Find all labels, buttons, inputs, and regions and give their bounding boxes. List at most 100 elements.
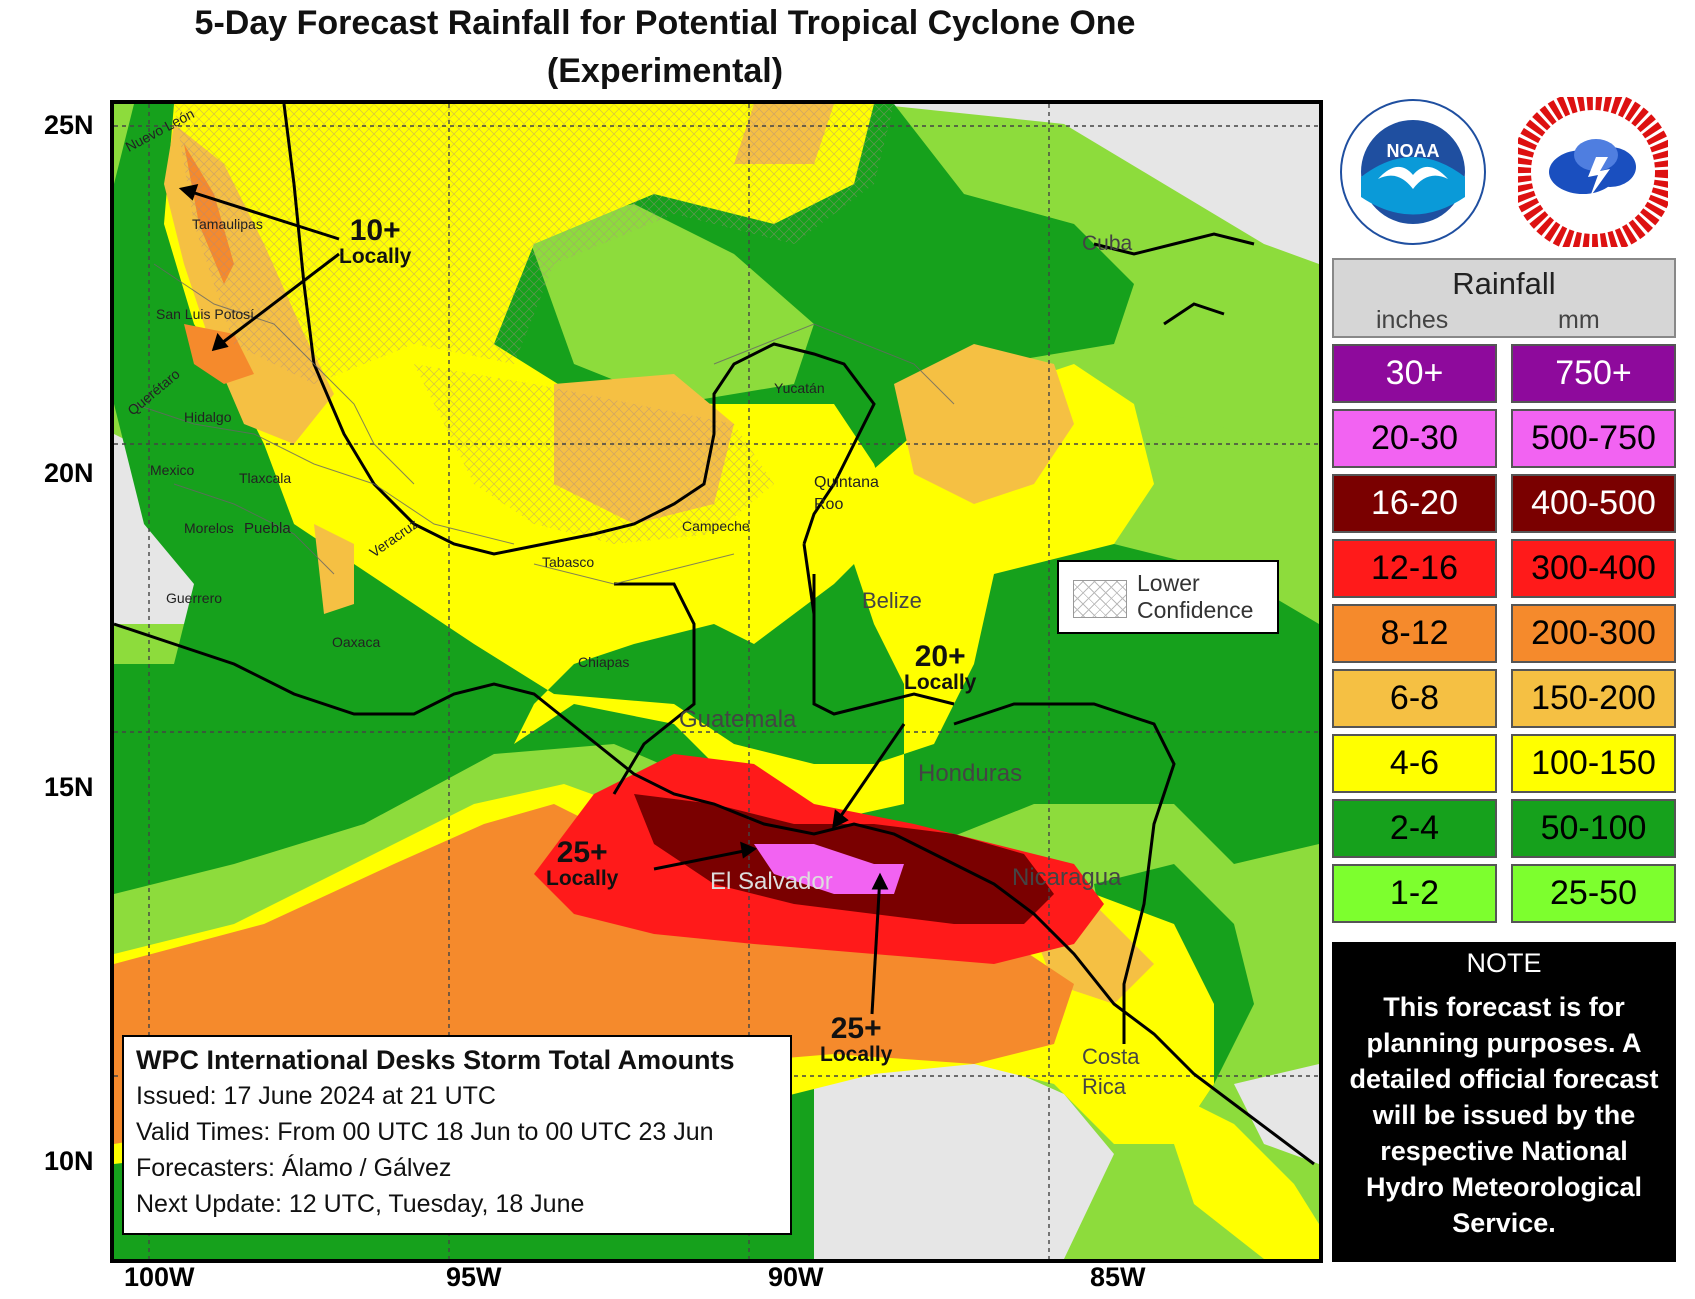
legend-row: 20-30 500-750 xyxy=(1332,409,1676,468)
legend-mm-cell: 25-50 xyxy=(1511,864,1676,923)
label-campeche: Campeche xyxy=(682,518,750,534)
legend-mm-cell: 750+ xyxy=(1511,344,1676,403)
dry-area-north xyxy=(874,104,1319,264)
svg-text:NOAA: NOAA xyxy=(1387,141,1440,161)
label-quintana-roo: Quintana Roo xyxy=(814,474,879,513)
label-cuba: Cuba xyxy=(1082,232,1133,255)
lon-label-85w: 85W xyxy=(1090,1262,1146,1292)
legend-inches-cell: 12-16 xyxy=(1332,539,1497,598)
callout-value: 20+ xyxy=(914,640,966,673)
legend-row: 6-8 150-200 xyxy=(1332,669,1676,728)
callout-qualifier: Locally xyxy=(339,245,412,268)
legend-title: Rainfall xyxy=(1452,266,1556,301)
label-tlaxcala: Tlaxcala xyxy=(239,470,292,486)
lower-confidence-hatch-north xyxy=(174,104,894,384)
note-body: This forecast is for planning purposes. … xyxy=(1349,992,1659,1238)
lat-label-10n: 10N xyxy=(44,1146,94,1176)
label-guatemala: Guatemala xyxy=(679,706,797,733)
lower-confidence-line2: Confidence xyxy=(1137,597,1254,623)
lat-label-15n: 15N xyxy=(44,772,94,802)
info-forecasters: Forecasters: Álamo / Gálvez xyxy=(136,1154,452,1182)
band-20-30 xyxy=(754,844,904,894)
band-1-2-caribbean xyxy=(1114,404,1319,604)
info-heading: WPC International Desks Storm Total Amou… xyxy=(136,1045,735,1075)
legend-mm-cell: 300-400 xyxy=(1511,539,1676,598)
callout-qualifier: Locally xyxy=(820,1043,893,1066)
lower-confidence-key: Lower Confidence xyxy=(1057,560,1279,634)
legend-mm-cell: 150-200 xyxy=(1511,669,1676,728)
legend-row: 2-4 50-100 xyxy=(1332,799,1676,858)
legend-row: 12-16 300-400 xyxy=(1332,539,1676,598)
map-title: 5-Day Forecast Rainfall for Potential Tr… xyxy=(194,4,1136,42)
legend-row: 8-12 200-300 xyxy=(1332,604,1676,663)
map-subtitle: (Experimental) xyxy=(546,52,784,90)
info-issued: Issued: 17 June 2024 at 21 UTC xyxy=(136,1082,496,1110)
callout-value: 25+ xyxy=(556,836,608,869)
label-hidalgo: Hidalgo xyxy=(184,409,232,425)
legend-inches-cell: 2-4 xyxy=(1332,799,1497,858)
legend-inches-cell: 4-6 xyxy=(1332,734,1497,793)
label-yucatan: Yucatán xyxy=(774,380,825,396)
label-el-salvador: El Salvador xyxy=(710,868,833,895)
label-honduras: Honduras xyxy=(918,760,1023,787)
legend-rows: 30+ 750+ 20-30 500-750 16-20 400-500 12-16 300-… xyxy=(1332,344,1676,923)
label-morelos: Morelos xyxy=(184,520,234,536)
callout-25-locally-south: 25+ Locally xyxy=(820,1012,893,1066)
legend-inches-cell: 20-30 xyxy=(1332,409,1497,468)
label-guerrero: Guerrero xyxy=(166,590,223,606)
legend-header: Rainfall inches mm xyxy=(1332,258,1676,338)
band-6-8-veracruz xyxy=(314,524,354,614)
legend-mm-cell: 100-150 xyxy=(1511,734,1676,793)
legend-mm-cell: 200-300 xyxy=(1511,604,1676,663)
rainfall-legend: Rainfall inches mm 30+ 750+ 20-30 500-750 16… xyxy=(1332,258,1676,923)
dry-area-caribbean-south xyxy=(1234,1064,1319,1164)
legend-unit-mm: mm xyxy=(1558,306,1600,334)
label-chiapas: Chiapas xyxy=(578,654,630,670)
label-san-luis-potosi: San Luis Potosí xyxy=(156,306,255,322)
band-4-6-costa-rica xyxy=(1154,1084,1319,1259)
lower-confidence-line1: Lower xyxy=(1137,570,1200,596)
callout-value: 25+ xyxy=(830,1012,882,1045)
label-tabasco: Tabasco xyxy=(542,554,595,570)
info-valid-times: Valid Times: From 00 UTC 18 Jun to 00 UT… xyxy=(136,1118,714,1146)
callout-qualifier: Locally xyxy=(904,671,977,694)
callout-qualifier: Locally xyxy=(546,867,619,890)
label-puebla: Puebla xyxy=(244,520,291,537)
hatch-swatch xyxy=(1073,580,1127,618)
legend-inches-cell: 16-20 xyxy=(1332,474,1497,533)
state-borders xyxy=(133,263,955,585)
legend-inches-cell: 8-12 xyxy=(1332,604,1497,663)
band-1-2-gulf xyxy=(524,204,814,404)
label-tamaulipas: Tamaulipas xyxy=(192,216,263,232)
callout-10-locally: 10+ Locally xyxy=(339,214,412,268)
coastlines xyxy=(114,104,1315,1166)
callout-value: 10+ xyxy=(349,214,401,247)
callout-arrows xyxy=(178,183,906,1015)
lon-label-90w: 90W xyxy=(768,1262,824,1292)
national-weather-service-logo xyxy=(1518,97,1668,247)
label-mexico: Mexico xyxy=(150,462,195,478)
label-nicaragua: Nicaragua xyxy=(1012,864,1122,891)
planning-note: NOTE This forecast is for planning purpo… xyxy=(1332,942,1676,1262)
label-costa-rica: Costa Rica xyxy=(1082,1044,1140,1099)
callout-20-locally: 20+ Locally xyxy=(904,640,977,694)
legend-mm-cell: 400-500 xyxy=(1511,474,1676,533)
lat-label-25n: 25N xyxy=(44,110,94,140)
lat-label-20n: 20N xyxy=(44,458,94,488)
legend-row: 1-2 25-50 xyxy=(1332,864,1676,923)
legend-mm-cell: 500-750 xyxy=(1511,409,1676,468)
label-oaxaca: Oaxaca xyxy=(332,634,381,650)
legend-inches-cell: 30+ xyxy=(1332,344,1497,403)
note-heading: NOTE xyxy=(1466,948,1542,978)
noaa-logo: NOAA xyxy=(1340,99,1486,245)
legend-unit-inches: inches xyxy=(1376,306,1449,334)
legend-row: 4-6 100-150 xyxy=(1332,734,1676,793)
label-belize: Belize xyxy=(862,588,922,613)
legend-row: 16-20 400-500 xyxy=(1332,474,1676,533)
legend-row: 30+ 750+ xyxy=(1332,344,1676,403)
legend-inches-cell: 1-2 xyxy=(1332,864,1497,923)
storm-info-box: WPC International Desks Storm Total Amou… xyxy=(122,1035,792,1235)
callout-25-locally-west: 25+ Locally xyxy=(546,836,619,890)
info-next-update: Next Update: 12 UTC, Tuesday, 18 June xyxy=(136,1190,585,1218)
lon-label-95w: 95W xyxy=(446,1262,502,1292)
